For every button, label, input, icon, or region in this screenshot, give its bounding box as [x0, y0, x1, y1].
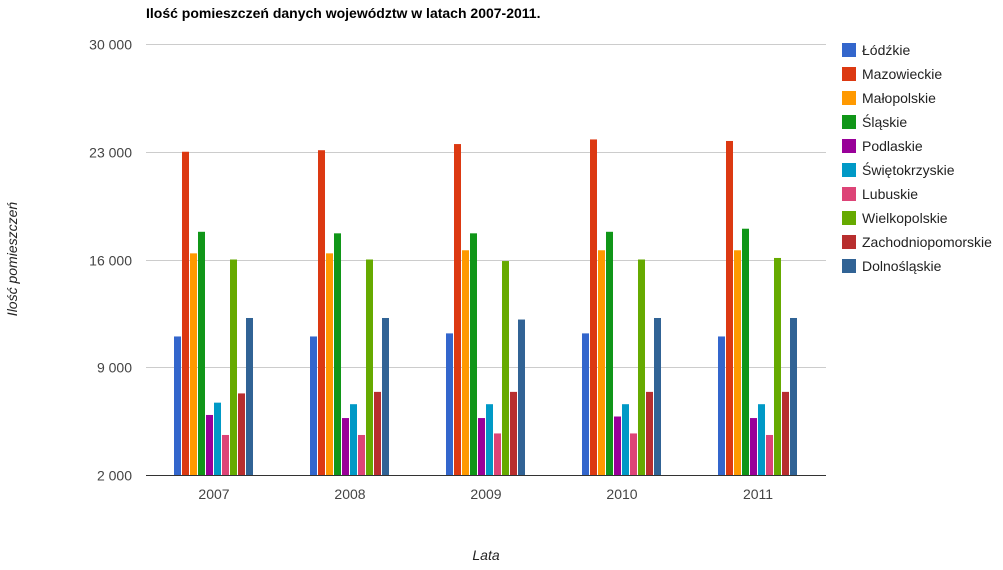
bar: [374, 391, 381, 475]
bar: [462, 250, 469, 475]
bar: [734, 250, 741, 475]
bar: [366, 259, 373, 475]
bar: [454, 144, 461, 475]
bar: [654, 317, 661, 475]
bar: [630, 433, 637, 475]
y-tick-label: 16 000: [89, 253, 132, 269]
legend-label: Zachodniopomorskie: [862, 234, 992, 250]
chart-title: Ilość pomieszczeń danych województw w la…: [146, 5, 540, 21]
bar: [342, 418, 349, 475]
legend-swatch: [842, 211, 856, 225]
legend: Łódźkie Mazowieckie Małopolskie Śląskie Podl…: [842, 42, 992, 274]
bar: [718, 336, 725, 475]
bar: [214, 402, 221, 475]
bar: [638, 259, 645, 475]
bar: [230, 259, 237, 475]
bar: [502, 261, 509, 475]
bar: [310, 336, 317, 475]
legend-swatch: [842, 67, 856, 81]
bar: [766, 434, 773, 475]
bar: [758, 404, 765, 475]
bar: [470, 233, 477, 475]
bar: [582, 333, 589, 475]
x-tick-label: 2008: [334, 486, 365, 502]
bar: [350, 404, 357, 475]
x-tick-label: 2009: [470, 486, 501, 502]
bar: [614, 416, 621, 475]
bar: [726, 140, 733, 475]
legend-label: Dolnośląskie: [862, 258, 942, 274]
bar: [510, 391, 517, 475]
bar: [646, 391, 653, 475]
bar: [238, 393, 245, 475]
bar: [478, 418, 485, 475]
bar: [334, 233, 341, 475]
bar: [206, 414, 213, 475]
bar: [494, 433, 501, 475]
bar: [358, 434, 365, 475]
y-axis-ticks: 2 000 9 000 16 000 23 000 30 000: [89, 37, 132, 484]
legend-swatch: [842, 163, 856, 177]
legend-label: Małopolskie: [862, 90, 936, 106]
bar: [590, 139, 597, 475]
bar: [190, 253, 197, 475]
y-axis-title: Ilość pomieszczeń: [4, 202, 20, 317]
bar: [742, 228, 749, 475]
bar: [518, 319, 525, 475]
legend-swatch: [842, 115, 856, 129]
legend-swatch: [842, 43, 856, 57]
legend-swatch: [842, 187, 856, 201]
bar: [606, 231, 613, 475]
x-tick-label: 2007: [198, 486, 229, 502]
bar: [198, 231, 205, 475]
bar: [622, 404, 629, 475]
bar: [750, 418, 757, 475]
bar: [774, 257, 781, 475]
bar: [790, 317, 797, 475]
grid: [146, 44, 826, 368]
x-tick-label: 2010: [606, 486, 637, 502]
bar: [326, 253, 333, 475]
x-axis-ticks: 2007 2008 2009 2010 2011: [198, 486, 773, 502]
bar: [382, 317, 389, 475]
bars: [174, 139, 797, 476]
legend-label: Lubuskie: [862, 186, 918, 202]
legend-swatch: [842, 91, 856, 105]
legend-label: Świętokrzyskie: [862, 161, 955, 178]
x-tick-label: 2011: [743, 486, 773, 502]
bar: [174, 336, 181, 475]
bar: [246, 317, 253, 475]
legend-label: Podlaskie: [862, 138, 923, 154]
y-tick-label: 30 000: [89, 37, 132, 53]
legend-label: Śląskie: [862, 113, 907, 130]
legend-label: Łódźkie: [862, 42, 910, 58]
bar: [486, 404, 493, 475]
y-tick-label: 2 000: [97, 468, 132, 484]
bar: [182, 151, 189, 475]
legend-swatch: [842, 259, 856, 273]
y-tick-label: 23 000: [89, 145, 132, 161]
legend-swatch: [842, 139, 856, 153]
x-axis-title: Lata: [472, 547, 499, 563]
bar: [318, 150, 325, 476]
legend-swatch: [842, 235, 856, 249]
y-tick-label: 9 000: [97, 360, 132, 376]
bar: [598, 250, 605, 475]
bar: [782, 391, 789, 475]
legend-label: Wielkopolskie: [862, 210, 948, 226]
legend-label: Mazowieckie: [862, 66, 942, 82]
bar: [446, 333, 453, 475]
bar: [222, 434, 229, 475]
